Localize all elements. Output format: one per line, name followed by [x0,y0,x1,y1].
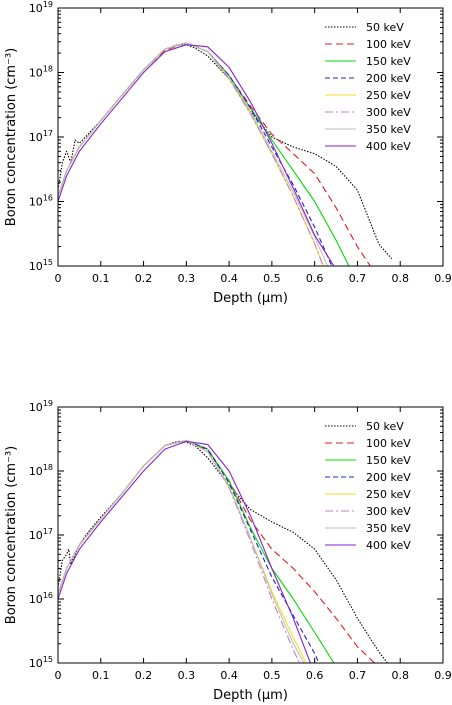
legend-label: 350 keV [366,522,411,535]
x-tick-label: 0.4 [220,272,238,285]
series-line-250-kev [58,42,324,266]
y-tick-label: 1015 [29,655,53,670]
x-tick-label: 0.4 [220,669,238,682]
series-line-150-kev [58,42,350,266]
x-tick-label: 0.3 [178,272,196,285]
legend-label: 400 keV [366,539,411,552]
y-tick-label: 1018 [29,65,53,80]
x-tick-label: 0.9 [434,272,452,285]
series-line-400-kev [58,440,311,663]
legend-label: 50 keV [366,420,404,433]
y-tick-label: 1016 [29,591,53,606]
series-line-100-kev [58,42,371,266]
legend-label: 150 keV [366,55,411,68]
x-axis-label: Depth (μm) [213,291,288,306]
legend-label: 150 keV [366,454,411,467]
y-tick-label: 1015 [29,258,53,273]
x-tick-label: 0.1 [92,669,110,682]
legend-label: 300 keV [366,106,411,119]
x-tick-label: 0.8 [391,272,409,285]
y-tick-label: 1019 [29,0,53,15]
series-group [58,42,393,266]
y-tick-label: 1018 [29,463,53,478]
x-tick-label: 0.9 [434,669,452,682]
x-axis-label: Depth (μm) [213,688,288,703]
x-tick-label: 0.2 [135,669,153,682]
y-axis-label: Boron concentration (cm⁻³) [4,48,19,226]
x-tick-label: 0 [55,272,62,285]
chart-panel-2: 0 0.1 0.2 0.3 0.4 0.5 0.6 0.7 0.8 0.9 1015 1016 1017… [4,399,452,703]
x-tick-label: 0.3 [178,669,196,682]
y-tick-label: 1017 [29,129,53,144]
y-tick-label: 1017 [29,527,53,542]
series-line-200-kev [58,42,333,266]
legend-label: 50 keV [366,21,404,34]
legend-label: 100 keV [366,437,411,450]
x-tick-label: 0 [55,669,62,682]
legend: 50 keV 100 keV 150 keV 200 keV 250 keV 300 ke… [325,21,411,153]
legend-label: 300 keV [366,505,411,518]
legend-label: 250 keV [366,89,411,102]
series-line-100-kev [58,439,375,663]
series-line-250-kev [58,439,307,663]
legend-label: 350 keV [366,123,411,136]
series-line-50-kev [58,440,388,663]
x-tick-label: 0.6 [306,669,324,682]
legend-label: 400 keV [366,140,411,153]
series-line-300-kev [58,42,324,266]
legend-label: 200 keV [366,72,411,85]
legend-label: 250 keV [366,488,411,501]
x-tick-label: 0.7 [349,669,367,682]
series-line-350-kev [58,440,305,663]
x-tick-label: 0.1 [92,272,110,285]
x-tick-label: 0.8 [391,669,409,682]
series-line-150-kev [58,439,335,663]
legend: 50 keV 100 keV 150 keV 200 keV 250 keV 300 ke… [325,420,411,552]
x-tick-label: 0.2 [135,272,153,285]
series-line-400-kev [58,44,335,266]
legend-label: 200 keV [366,471,411,484]
series-line-200-kev [58,439,320,663]
x-tick-label: 0.7 [349,272,367,285]
y-tick-label: 1016 [29,194,53,209]
legend-label: 100 keV [366,38,411,51]
series-group [58,439,388,663]
x-tick-label: 0.6 [306,272,324,285]
y-tick-label: 1019 [29,399,53,414]
series-line-50-kev [58,44,393,260]
y-axis-label: Boron concentration (cm⁻³) [4,446,19,624]
series-line-350-kev [58,42,328,266]
chart-panel-1: 0 0.1 0.2 0.3 0.4 0.5 0.6 0.7 0.8 0.9 1015 1016 1017… [4,0,452,306]
x-tick-label: 0.5 [263,272,281,285]
x-tick-label: 0.5 [263,669,281,682]
